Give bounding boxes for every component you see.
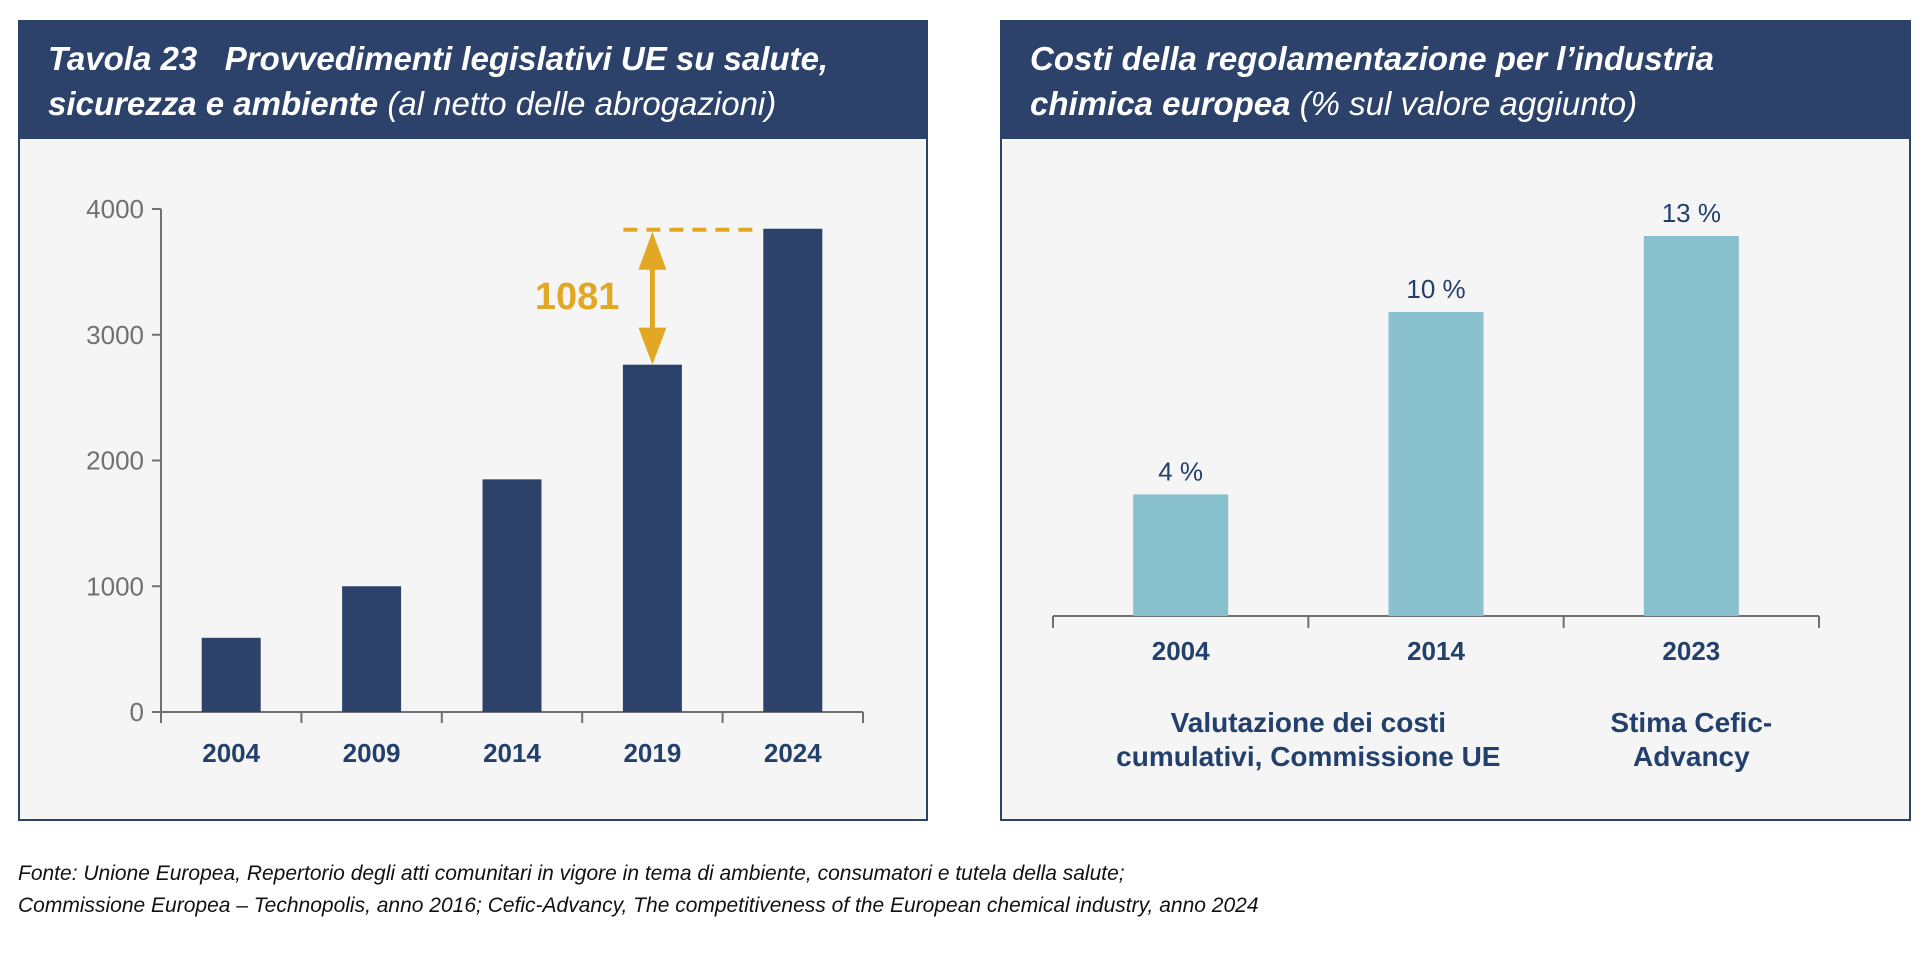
right-bar-2014	[1388, 312, 1484, 616]
right-chart-panel: Costi della regolamentazione per l’indus…	[1000, 20, 1911, 821]
right-title-line2: chimica europea (% sul valore aggiunto)	[1030, 81, 1909, 126]
right-group-label-line2: Advancy	[1633, 741, 1750, 772]
left-title-bold-2: sicurezza e ambiente	[48, 85, 379, 122]
left-x-label: 2014	[483, 738, 541, 768]
right-data-label: 13 %	[1662, 198, 1721, 228]
right-group-label-line1: Stima Cefic-	[1610, 707, 1772, 738]
right-data-label: 10 %	[1406, 274, 1465, 304]
right-group-label-line2: cumulativi, Commissione UE	[1116, 741, 1500, 772]
left-bar-2024	[763, 228, 823, 713]
right-title-bold-1: Costi della regolamentazione per l’indus…	[1030, 40, 1714, 77]
right-data-label: 4 %	[1158, 456, 1203, 486]
left-title-subtitle: (al netto delle abrogazioni)	[387, 85, 777, 122]
left-bar-2014	[482, 479, 542, 712]
footnote-line-2: Commissione Europea – Technopolis, anno …	[18, 894, 1259, 917]
left-x-label: 2019	[623, 738, 681, 768]
left-y-tick-label: 0	[130, 697, 144, 727]
right-bar-2023	[1643, 236, 1739, 616]
left-chart-header: Tavola 23 Provvedimenti legislativi UE s…	[20, 22, 926, 139]
left-title-line2: sicurezza e ambiente (al netto delle abr…	[48, 81, 926, 126]
left-title-bold-1: Provvedimenti legislativi UE su salute,	[224, 40, 829, 77]
left-y-tick-label: 4000	[86, 194, 144, 224]
left-x-label: 2024	[764, 738, 822, 768]
left-y-tick-label: 2000	[86, 446, 144, 476]
annotation-arrow-head-up	[638, 231, 667, 270]
left-bar-2019	[622, 364, 682, 712]
right-x-label: 2023	[1662, 636, 1720, 666]
left-x-label: 2009	[343, 738, 401, 768]
right-group-label-line1: Valutazione dei costi	[1171, 707, 1446, 738]
right-title-line1: Costi della regolamentazione per l’indus…	[1030, 36, 1909, 81]
left-y-tick-label: 1000	[86, 571, 144, 601]
left-bar-2004	[201, 637, 261, 712]
annotation-arrow-head-down	[638, 327, 667, 365]
left-x-label: 2004	[202, 738, 260, 768]
right-x-label: 2004	[1152, 636, 1210, 666]
right-x-label: 2014	[1407, 636, 1465, 666]
left-bar-2009	[342, 586, 402, 712]
table-number: Tavola 23	[48, 40, 198, 77]
source-footnote: Fonte: Unione Europea, Repertorio degli …	[18, 858, 1259, 922]
annotation-label: 1081	[535, 276, 620, 318]
footnote-line-1: Fonte: Unione Europea, Repertorio degli …	[18, 862, 1125, 885]
right-title-bold-2: chimica europea	[1030, 85, 1291, 122]
left-y-tick-label: 3000	[86, 320, 144, 350]
left-title-line1: Tavola 23 Provvedimenti legislativi UE s…	[48, 36, 926, 81]
right-title-subtitle: (% sul valore aggiunto)	[1299, 85, 1638, 122]
right-chart-header: Costi della regolamentazione per l’indus…	[1002, 22, 1909, 139]
right-bar-2004	[1133, 494, 1229, 616]
